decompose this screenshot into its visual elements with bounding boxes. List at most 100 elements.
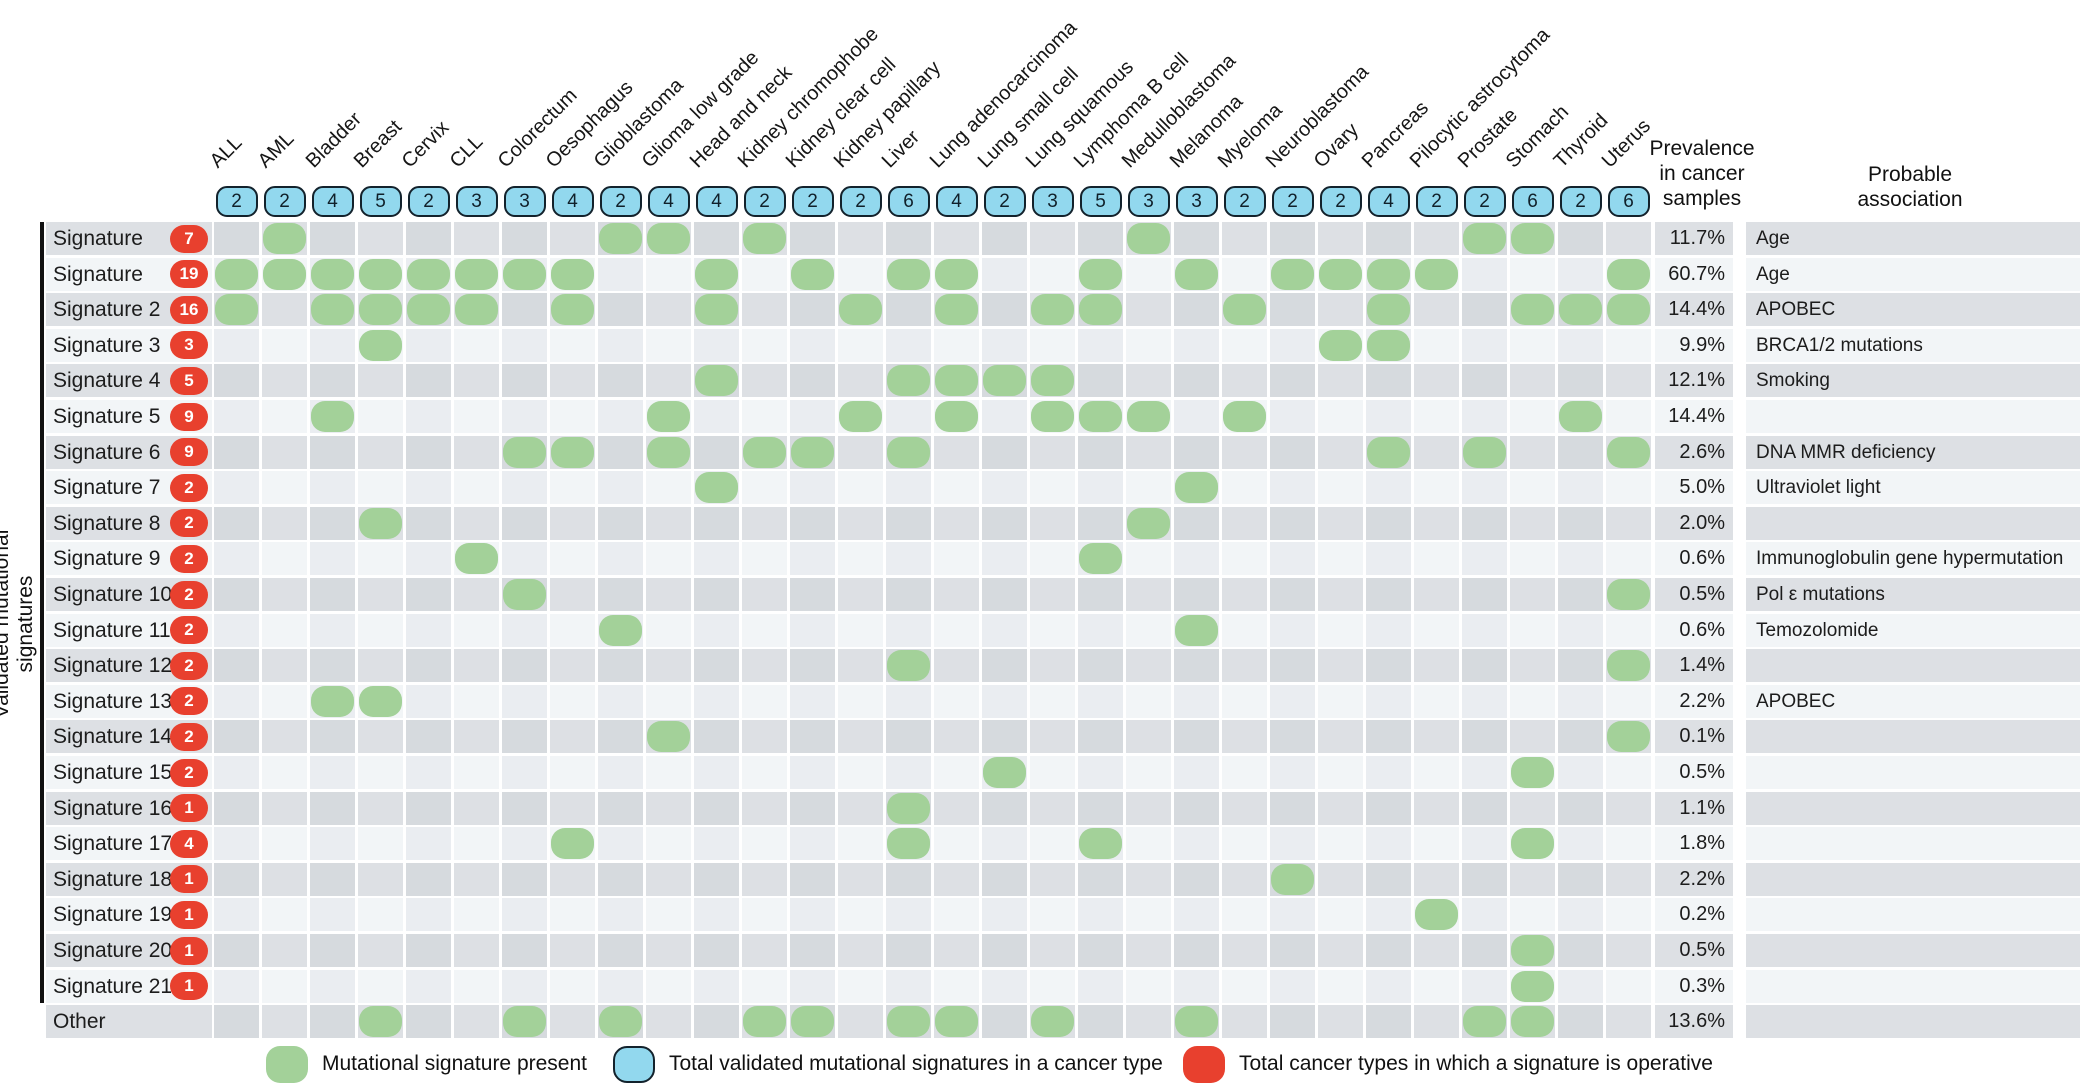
matrix-cell	[934, 756, 979, 789]
matrix-cell	[310, 862, 355, 896]
matrix-cell	[1558, 435, 1603, 469]
presence-dot	[1079, 294, 1122, 326]
matrix-cell	[1126, 898, 1171, 932]
prevalence-stripe	[1655, 222, 1733, 255]
matrix-cell	[742, 222, 787, 255]
presence-dot	[455, 543, 498, 575]
matrix-cell	[1414, 1005, 1459, 1039]
signature-row-label: Signature 13	[53, 689, 173, 713]
total-signatures-bubble: 2	[1559, 186, 1602, 217]
prevalence-stripe	[1655, 293, 1733, 327]
matrix-cell	[886, 506, 931, 540]
matrix-cell	[1606, 969, 1651, 1003]
presence-dot	[743, 1006, 786, 1038]
signature-row-label: Signature 16	[53, 796, 173, 820]
operative-count-badge: 7	[170, 224, 208, 253]
association-stripe	[1746, 756, 2080, 789]
matrix-cell	[646, 328, 691, 362]
matrix-cell	[886, 400, 931, 433]
matrix-cell	[790, 435, 835, 469]
matrix-cell	[886, 613, 931, 647]
matrix-cell	[1270, 934, 1315, 967]
matrix-cell	[1606, 578, 1651, 611]
matrix-cell	[406, 862, 451, 896]
matrix-cell	[982, 364, 1027, 398]
matrix-cell	[742, 1005, 787, 1039]
matrix-cell	[1174, 400, 1219, 433]
matrix-cell	[886, 257, 931, 291]
matrix-cell	[1510, 1005, 1555, 1039]
matrix-cell	[550, 222, 595, 255]
matrix-cell	[646, 684, 691, 718]
prevalence-value: 0.6%	[1679, 618, 1725, 641]
matrix-cell	[790, 400, 835, 433]
matrix-cell	[550, 934, 595, 967]
matrix-cell	[1510, 756, 1555, 789]
presence-dot	[695, 472, 738, 504]
matrix-cell	[406, 684, 451, 718]
matrix-cell	[358, 328, 403, 362]
matrix-cell	[886, 791, 931, 825]
matrix-cell	[1510, 400, 1555, 433]
matrix-cell	[1462, 471, 1507, 505]
matrix-cell	[262, 649, 307, 683]
matrix-cell	[406, 613, 451, 647]
matrix-cell	[1222, 720, 1267, 754]
association-stripe	[1746, 364, 2080, 398]
matrix-cell	[646, 435, 691, 469]
matrix-cell	[1174, 328, 1219, 362]
matrix-cell	[1414, 364, 1459, 398]
matrix-cell	[790, 1005, 835, 1039]
matrix-cell	[1606, 898, 1651, 932]
matrix-cell	[1126, 791, 1171, 825]
presence-dot	[1607, 294, 1650, 326]
presence-dot	[1511, 294, 1554, 326]
matrix-cell	[598, 898, 643, 932]
matrix-cell	[502, 827, 547, 861]
association-stripe	[1746, 791, 2080, 825]
matrix-cell	[502, 898, 547, 932]
matrix-cell	[1030, 684, 1075, 718]
matrix-cell	[1366, 756, 1411, 789]
matrix-cell	[1222, 435, 1267, 469]
matrix-cell	[646, 756, 691, 789]
matrix-cell	[1270, 720, 1315, 754]
matrix-cell	[1030, 364, 1075, 398]
matrix-cell	[1366, 222, 1411, 255]
matrix-cell	[838, 435, 883, 469]
presence-dot	[1559, 294, 1602, 326]
matrix-cell	[1126, 328, 1171, 362]
matrix-cell	[262, 969, 307, 1003]
cancer-type-label: ALL	[205, 131, 246, 173]
matrix-cell	[1174, 720, 1219, 754]
matrix-cell	[742, 578, 787, 611]
prevalence-value: 0.6%	[1679, 547, 1725, 570]
matrix-cell	[262, 328, 307, 362]
matrix-cell	[550, 791, 595, 825]
matrix-cell	[1078, 257, 1123, 291]
association-stripe	[1746, 720, 2080, 754]
matrix-cell	[694, 827, 739, 861]
operative-count-badge: 3	[170, 331, 208, 360]
presence-dot	[599, 223, 642, 254]
matrix-cell	[1462, 898, 1507, 932]
matrix-cell	[934, 328, 979, 362]
association-stripe	[1746, 649, 2080, 683]
matrix-cell	[502, 756, 547, 789]
matrix-cell	[550, 257, 595, 291]
matrix-cell	[982, 328, 1027, 362]
matrix-cell	[838, 827, 883, 861]
matrix-cell	[886, 898, 931, 932]
matrix-cell	[790, 471, 835, 505]
matrix-cell	[982, 471, 1027, 505]
matrix-cell	[886, 293, 931, 327]
matrix-cell	[694, 578, 739, 611]
matrix-cell	[214, 756, 259, 789]
presence-dot	[1607, 436, 1650, 468]
matrix-cell	[1510, 328, 1555, 362]
matrix-cell	[262, 506, 307, 540]
matrix-cell	[982, 684, 1027, 718]
matrix-cell	[1318, 756, 1363, 789]
matrix-cell	[1366, 649, 1411, 683]
